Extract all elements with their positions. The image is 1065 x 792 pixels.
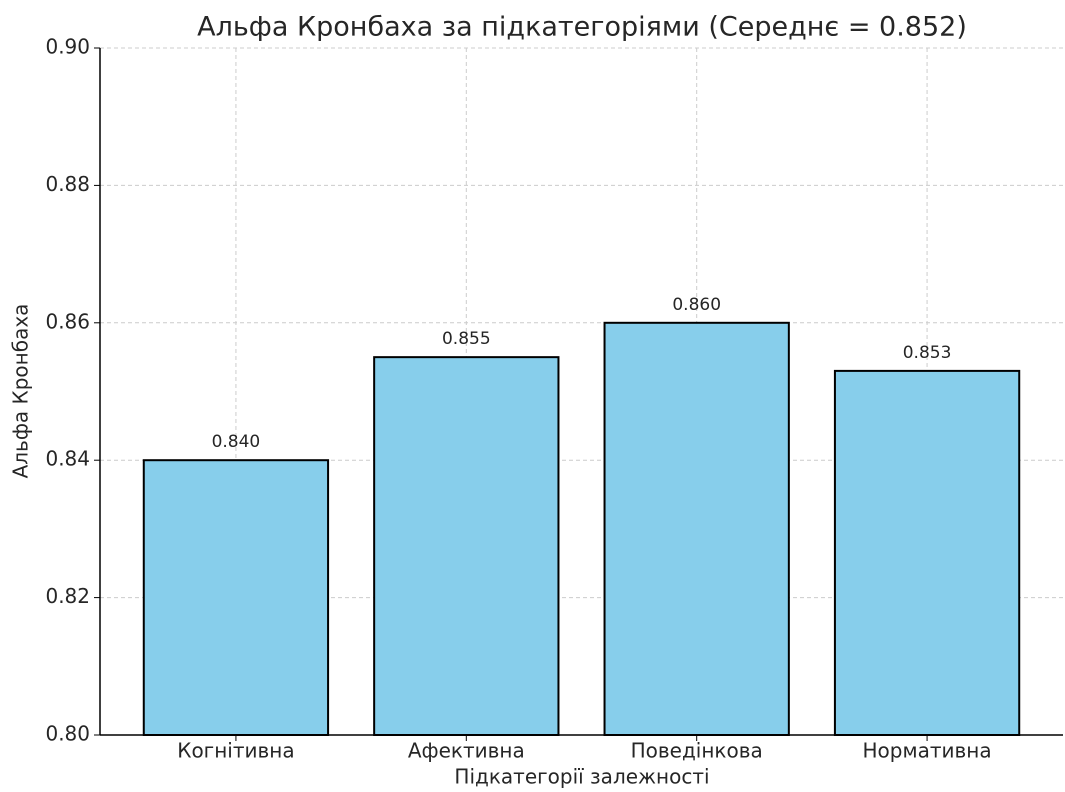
bar — [142, 459, 330, 736]
x-axis-label: Підкатегорії залежності — [454, 765, 709, 789]
value-label: 0.840 — [212, 432, 261, 452]
y-tick-label: 0.80 — [45, 722, 90, 746]
chart-title: Альфа Кронбаха за підкатегоріями (Середн… — [197, 12, 967, 43]
y-tick-label: 0.86 — [45, 309, 90, 333]
value-label: 0.853 — [903, 343, 952, 363]
x-tick-label: Когнітивна — [177, 739, 294, 763]
x-tick-label: Поведінкова — [631, 739, 763, 763]
value-label: 0.860 — [672, 295, 721, 315]
bar — [603, 321, 790, 736]
x-tick-label: Нормативна — [863, 739, 992, 763]
y-tick-label: 0.84 — [45, 447, 90, 471]
x-tick-label: Афективна — [408, 739, 525, 763]
y-tick-label: 0.90 — [45, 35, 90, 59]
bar — [833, 369, 1021, 736]
value-label: 0.855 — [442, 329, 491, 349]
bar — [373, 356, 560, 736]
y-axis-label: Альфа Кронбаха — [9, 304, 33, 479]
y-tick-label: 0.82 — [45, 584, 90, 608]
y-tick-label: 0.88 — [45, 172, 90, 196]
